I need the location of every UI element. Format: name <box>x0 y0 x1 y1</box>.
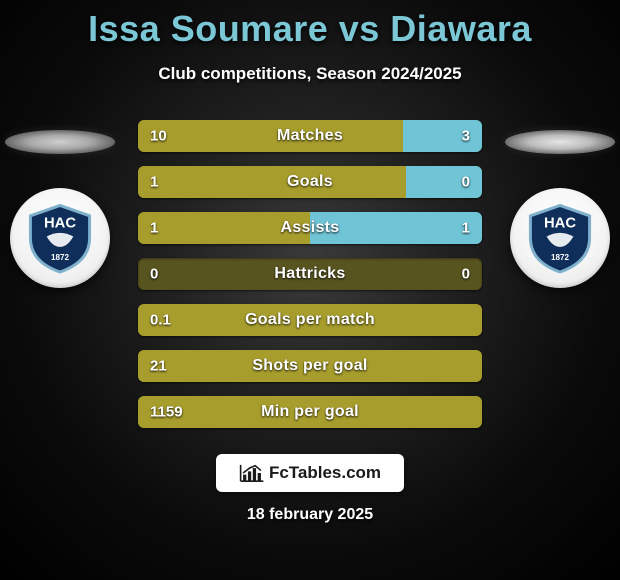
stat-value-p1: 1 <box>150 220 158 237</box>
player2-side: HAC 1872 <box>500 102 620 442</box>
player1-side: HAC 1872 <box>0 102 120 442</box>
club-abbr: HAC <box>44 216 76 232</box>
stat-value-p2: 0 <box>462 266 470 283</box>
stat-label: Assists <box>280 219 339 237</box>
club-shield-icon: HAC 1872 <box>523 201 597 275</box>
stat-label: Hattricks <box>274 265 345 283</box>
brand-badge: FcTables.com <box>216 454 404 492</box>
stat-value-p1: 1 <box>150 174 158 191</box>
player1-club-logo: HAC 1872 <box>10 188 110 288</box>
stat-value-p2: 3 <box>462 128 470 145</box>
stat-value-p1: 21 <box>150 358 167 375</box>
page-title: Issa Soumare vs Diawara <box>88 8 532 50</box>
stat-bars: 103Matches10Goals11Assists00Hattricks0.1… <box>138 120 482 428</box>
date-text: 18 february 2025 <box>247 506 373 524</box>
player1-avatar-shadow <box>5 130 115 154</box>
stat-bar-seg-p1 <box>138 120 403 152</box>
svg-text:HAC: HAC <box>544 216 576 232</box>
stat-label: Goals per match <box>245 311 375 329</box>
stat-bar: 10 3 Matches <box>138 120 482 152</box>
stat-value-p2: 0 <box>462 174 470 191</box>
stat-bar: 0.1 Goals per match <box>138 304 482 336</box>
stat-label: Shots per goal <box>252 357 367 375</box>
brand-chart-icon <box>239 462 265 484</box>
stat-bar: 0 0 Hattricks <box>138 258 482 290</box>
stat-bar: 21 Shots per goal <box>138 350 482 382</box>
player2-club-logo: HAC 1872 <box>510 188 610 288</box>
stat-value-p1: 0 <box>150 266 158 283</box>
stat-bar-seg-p1 <box>138 166 406 198</box>
stat-bar: 1 0 Goals <box>138 166 482 198</box>
subtitle: Club competitions, Season 2024/2025 <box>158 64 461 84</box>
brand-text: FcTables.com <box>269 463 381 483</box>
stat-label: Matches <box>277 127 343 145</box>
stat-bar: 1159 Min per goal <box>138 396 482 428</box>
club-year: 1872 <box>51 253 70 262</box>
player2-avatar-shadow <box>505 130 615 154</box>
stat-bar-seg-p2 <box>403 120 482 152</box>
stat-label: Min per goal <box>261 403 359 421</box>
svg-text:1872: 1872 <box>551 253 570 262</box>
stat-bar: 1 1 Assists <box>138 212 482 244</box>
stat-bar-seg-p2 <box>406 166 482 198</box>
stat-value-p1: 0.1 <box>150 312 171 329</box>
stat-value-p1: 10 <box>150 128 167 145</box>
stat-value-p2: 1 <box>462 220 470 237</box>
stat-label: Goals <box>287 173 333 191</box>
club-shield-icon: HAC 1872 <box>23 201 97 275</box>
stat-value-p1: 1159 <box>150 404 183 421</box>
